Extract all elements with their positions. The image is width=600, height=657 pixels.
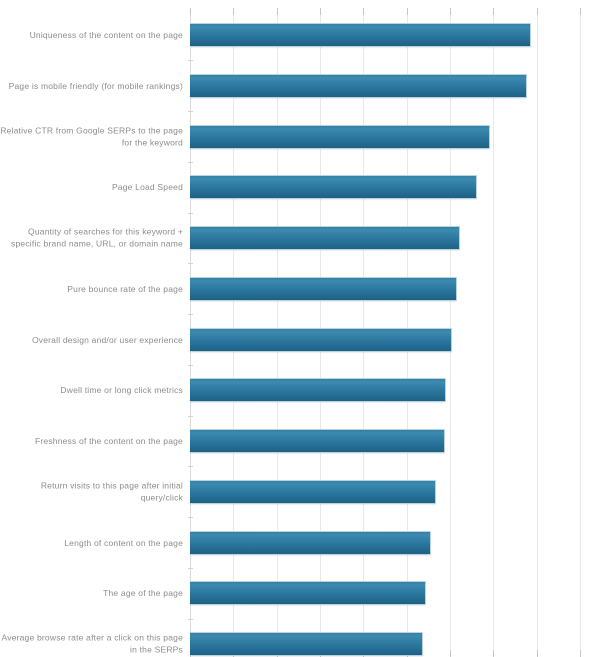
x-axis-tick-top [320,8,321,15]
bar [190,531,431,555]
category-label: Dwell time or long click metrics [60,384,183,395]
y-axis-tick [188,60,193,61]
bar [190,74,527,98]
category-axis-labels: Uniqueness of the content on the page Pag… [0,8,183,657]
y-axis-tick [188,416,193,417]
category-label: Average browse rate after a click on thi… [1,632,183,655]
x-axis-tick-top [493,8,494,15]
bar [190,226,460,250]
x-axis-tick-top [190,8,191,15]
category-label: The age of the page [103,587,183,598]
x-axis-tick-top [450,8,451,15]
x-axis-tick-top [277,8,278,15]
x-axis-tick-top [407,8,408,15]
y-axis-tick [188,162,193,163]
bar [190,632,423,656]
category-label: Page is mobile friendly (for mobile rank… [8,80,183,91]
y-axis-tick [188,466,193,467]
bar [190,581,426,605]
y-axis-tick [188,365,193,366]
bar [190,378,446,402]
category-label: Uniqueness of the content on the page [29,29,183,40]
category-label: Overall design and/or user experience [31,334,183,345]
y-axis-tick [188,314,193,315]
x-axis-tick-bottom [450,650,451,657]
y-axis-tick [188,619,193,620]
x-axis-tick-bottom [493,650,494,657]
x-axis-tick-bottom [580,650,581,657]
category-label: Page Load Speed [111,181,183,192]
y-axis-tick [188,213,193,214]
category-label: Pure bounce rate of the page [67,283,183,294]
x-axis-tick-top [363,8,364,15]
bar [190,175,477,199]
x-axis-tick-top [233,8,234,15]
gridline [580,8,581,657]
bar [190,480,436,504]
gridline [537,8,538,657]
y-axis-tick [188,568,193,569]
category-label: Length of content on the page [64,537,183,548]
bar [190,429,445,453]
bar [190,277,457,301]
x-axis-tick-top [537,8,538,15]
bar [190,23,531,47]
x-axis-tick-top [580,8,581,15]
bar [190,125,490,149]
category-label: Quantity of searches for this keyword + … [11,226,183,249]
category-label: Return visits to this page after initial… [40,480,183,503]
plot-area [188,8,600,657]
gridline [493,8,494,657]
y-axis-tick [188,111,193,112]
bar [190,328,452,352]
y-axis-tick [188,517,193,518]
x-axis-tick-bottom [537,650,538,657]
y-axis-tick [188,263,193,264]
category-label: Freshness of the content on the page [34,435,183,446]
category-label: Relative CTR from Google SERPs to the pa… [0,125,183,148]
